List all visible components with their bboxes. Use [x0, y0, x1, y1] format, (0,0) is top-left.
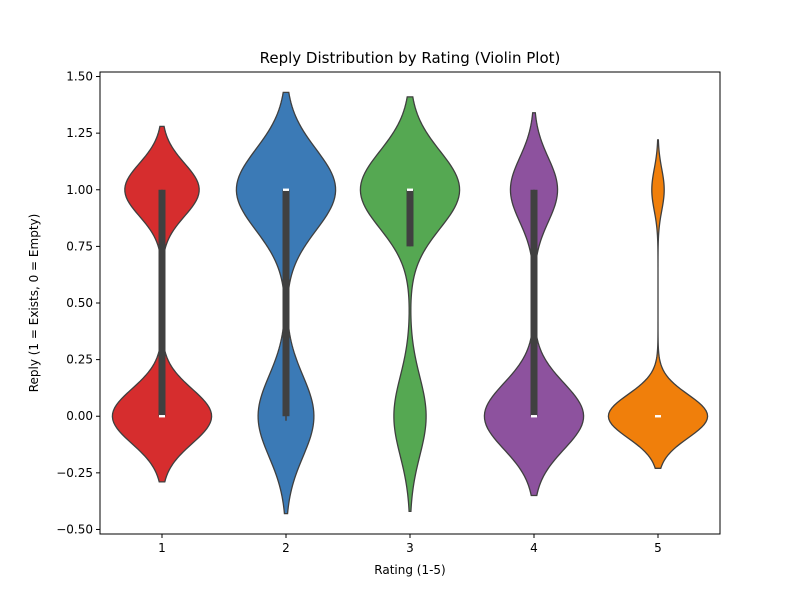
- violin-3-iqr-box: [406, 189, 414, 247]
- x-tick-label: 5: [654, 541, 662, 555]
- y-tick-label: 0.00: [66, 409, 93, 423]
- violin-4-median: [531, 415, 537, 418]
- violin-3: [359, 96, 461, 512]
- boxes-layer: [158, 188, 661, 421]
- y-tick-label: 0.50: [66, 296, 93, 310]
- y-tick-label: 0.25: [66, 353, 93, 367]
- y-tick-label: 1.25: [66, 126, 93, 140]
- violin-1-iqr-box: [158, 189, 166, 417]
- y-tick-label: 0.75: [66, 239, 93, 253]
- violin-3-median: [407, 188, 413, 191]
- y-tick-label: −0.50: [56, 522, 93, 536]
- x-tick-label: 3: [406, 541, 414, 555]
- violin-5: [607, 139, 709, 469]
- y-axis-label: Reply (1 = Exists, 0 = Empty): [27, 214, 41, 393]
- chart-title: Reply Distribution by Rating (Violin Plo…: [260, 49, 561, 67]
- x-tick-label: 4: [530, 541, 538, 555]
- x-axis-label: Rating (1-5): [374, 563, 445, 577]
- y-tick-label: −0.25: [56, 466, 93, 480]
- violin-1-median: [159, 415, 165, 418]
- x-tick-label: 2: [282, 541, 290, 555]
- y-tick-label: 1.00: [66, 183, 93, 197]
- violin-5-median: [655, 415, 661, 418]
- y-tick-label: 1.50: [66, 70, 93, 84]
- violin-2-iqr-box: [282, 189, 290, 417]
- x-tick-label: 1: [158, 541, 166, 555]
- violin-2-median: [283, 188, 289, 191]
- y-axis: 1.50 1.25 1.00 0.75 0.50 0.25 0.00 −0.25 −0.50: [56, 70, 100, 536]
- violin-4-iqr-box: [530, 189, 538, 417]
- x-axis: 1 2 3 4 5: [158, 534, 662, 555]
